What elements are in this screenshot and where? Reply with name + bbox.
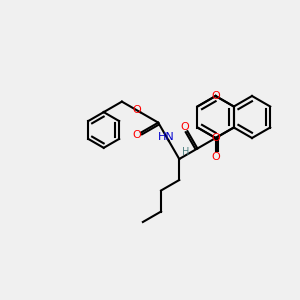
Text: O: O xyxy=(211,91,220,101)
Text: HN: HN xyxy=(158,132,174,142)
Text: O: O xyxy=(181,122,189,132)
Text: O: O xyxy=(211,152,220,162)
Text: H: H xyxy=(182,147,189,157)
Text: O: O xyxy=(132,105,141,115)
Text: O: O xyxy=(132,130,141,140)
Text: O: O xyxy=(211,133,220,143)
